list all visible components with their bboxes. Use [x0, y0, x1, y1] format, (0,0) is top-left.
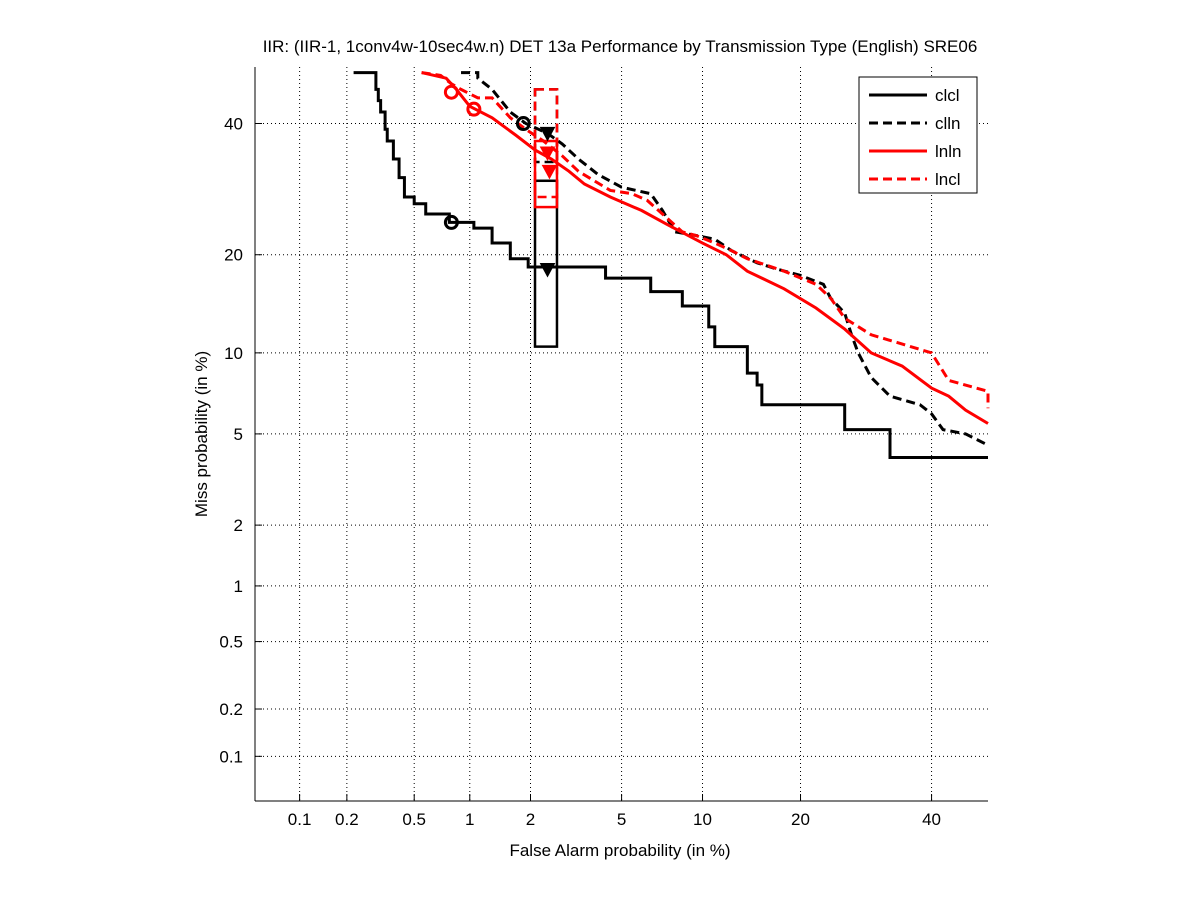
y-tick-label: 0.1 — [219, 747, 243, 766]
series-line-clcl — [353, 71, 988, 460]
confidence-box-clcl — [533, 179, 559, 348]
min-dcf-marker-clcl — [443, 214, 459, 230]
legend-label-lncl: lncl — [935, 170, 961, 189]
y-tick-label: 0.5 — [219, 633, 243, 652]
x-tick-label: 10 — [693, 810, 712, 829]
y-axis-label: Miss probability (in %) — [192, 351, 211, 517]
y-tick-label: 2 — [234, 516, 243, 535]
min-dcf-marker-lnln — [466, 101, 482, 117]
series-line-lnln — [421, 71, 989, 425]
legend-label-clln: clln — [935, 114, 961, 133]
y-tick-label: 10 — [224, 344, 243, 363]
y-tick-label: 20 — [224, 246, 243, 265]
x-tick-label: 40 — [922, 810, 941, 829]
chart-title: IIR: (IIR-1, 1conv4w-10sec4w.n) DET 13a … — [263, 37, 978, 56]
min-dcf-marker-clln — [515, 116, 531, 132]
legend-label-lnln: lnln — [935, 142, 961, 161]
x-tick-label: 1 — [465, 810, 474, 829]
actual-dcf-marker-clcl — [539, 262, 556, 278]
confidence-box-lncl — [533, 88, 559, 199]
x-tick-label: 2 — [526, 810, 535, 829]
actual-dcf-marker-lnln — [541, 164, 558, 180]
legend-label-clcl: clcl — [935, 86, 960, 105]
plot-series — [353, 71, 990, 460]
legend: clcl clln lnln lncl — [858, 76, 978, 194]
y-tick-label: 1 — [234, 577, 243, 596]
actual-dcf-marker-lncl — [539, 146, 556, 162]
actual-dcf-marker-clln — [539, 126, 556, 142]
y-tick-label: 5 — [234, 425, 243, 444]
axes: 0.1 0.2 0.5 1 2 5 10 20 40 0.1 0.2 0.5 1 2 5 10 20 40 — [219, 67, 988, 829]
y-tick-label: 0.2 — [219, 700, 243, 719]
x-tick-label: 0.1 — [288, 810, 312, 829]
x-tick-label: 5 — [617, 810, 626, 829]
x-tick-label: 20 — [791, 810, 810, 829]
x-tick-label: 0.5 — [402, 810, 426, 829]
y-tick-label: 40 — [224, 115, 243, 134]
x-tick-label: 0.2 — [335, 810, 359, 829]
min-dcf-marker-lncl — [443, 84, 459, 100]
x-axis-label: False Alarm probability (in %) — [509, 841, 730, 860]
